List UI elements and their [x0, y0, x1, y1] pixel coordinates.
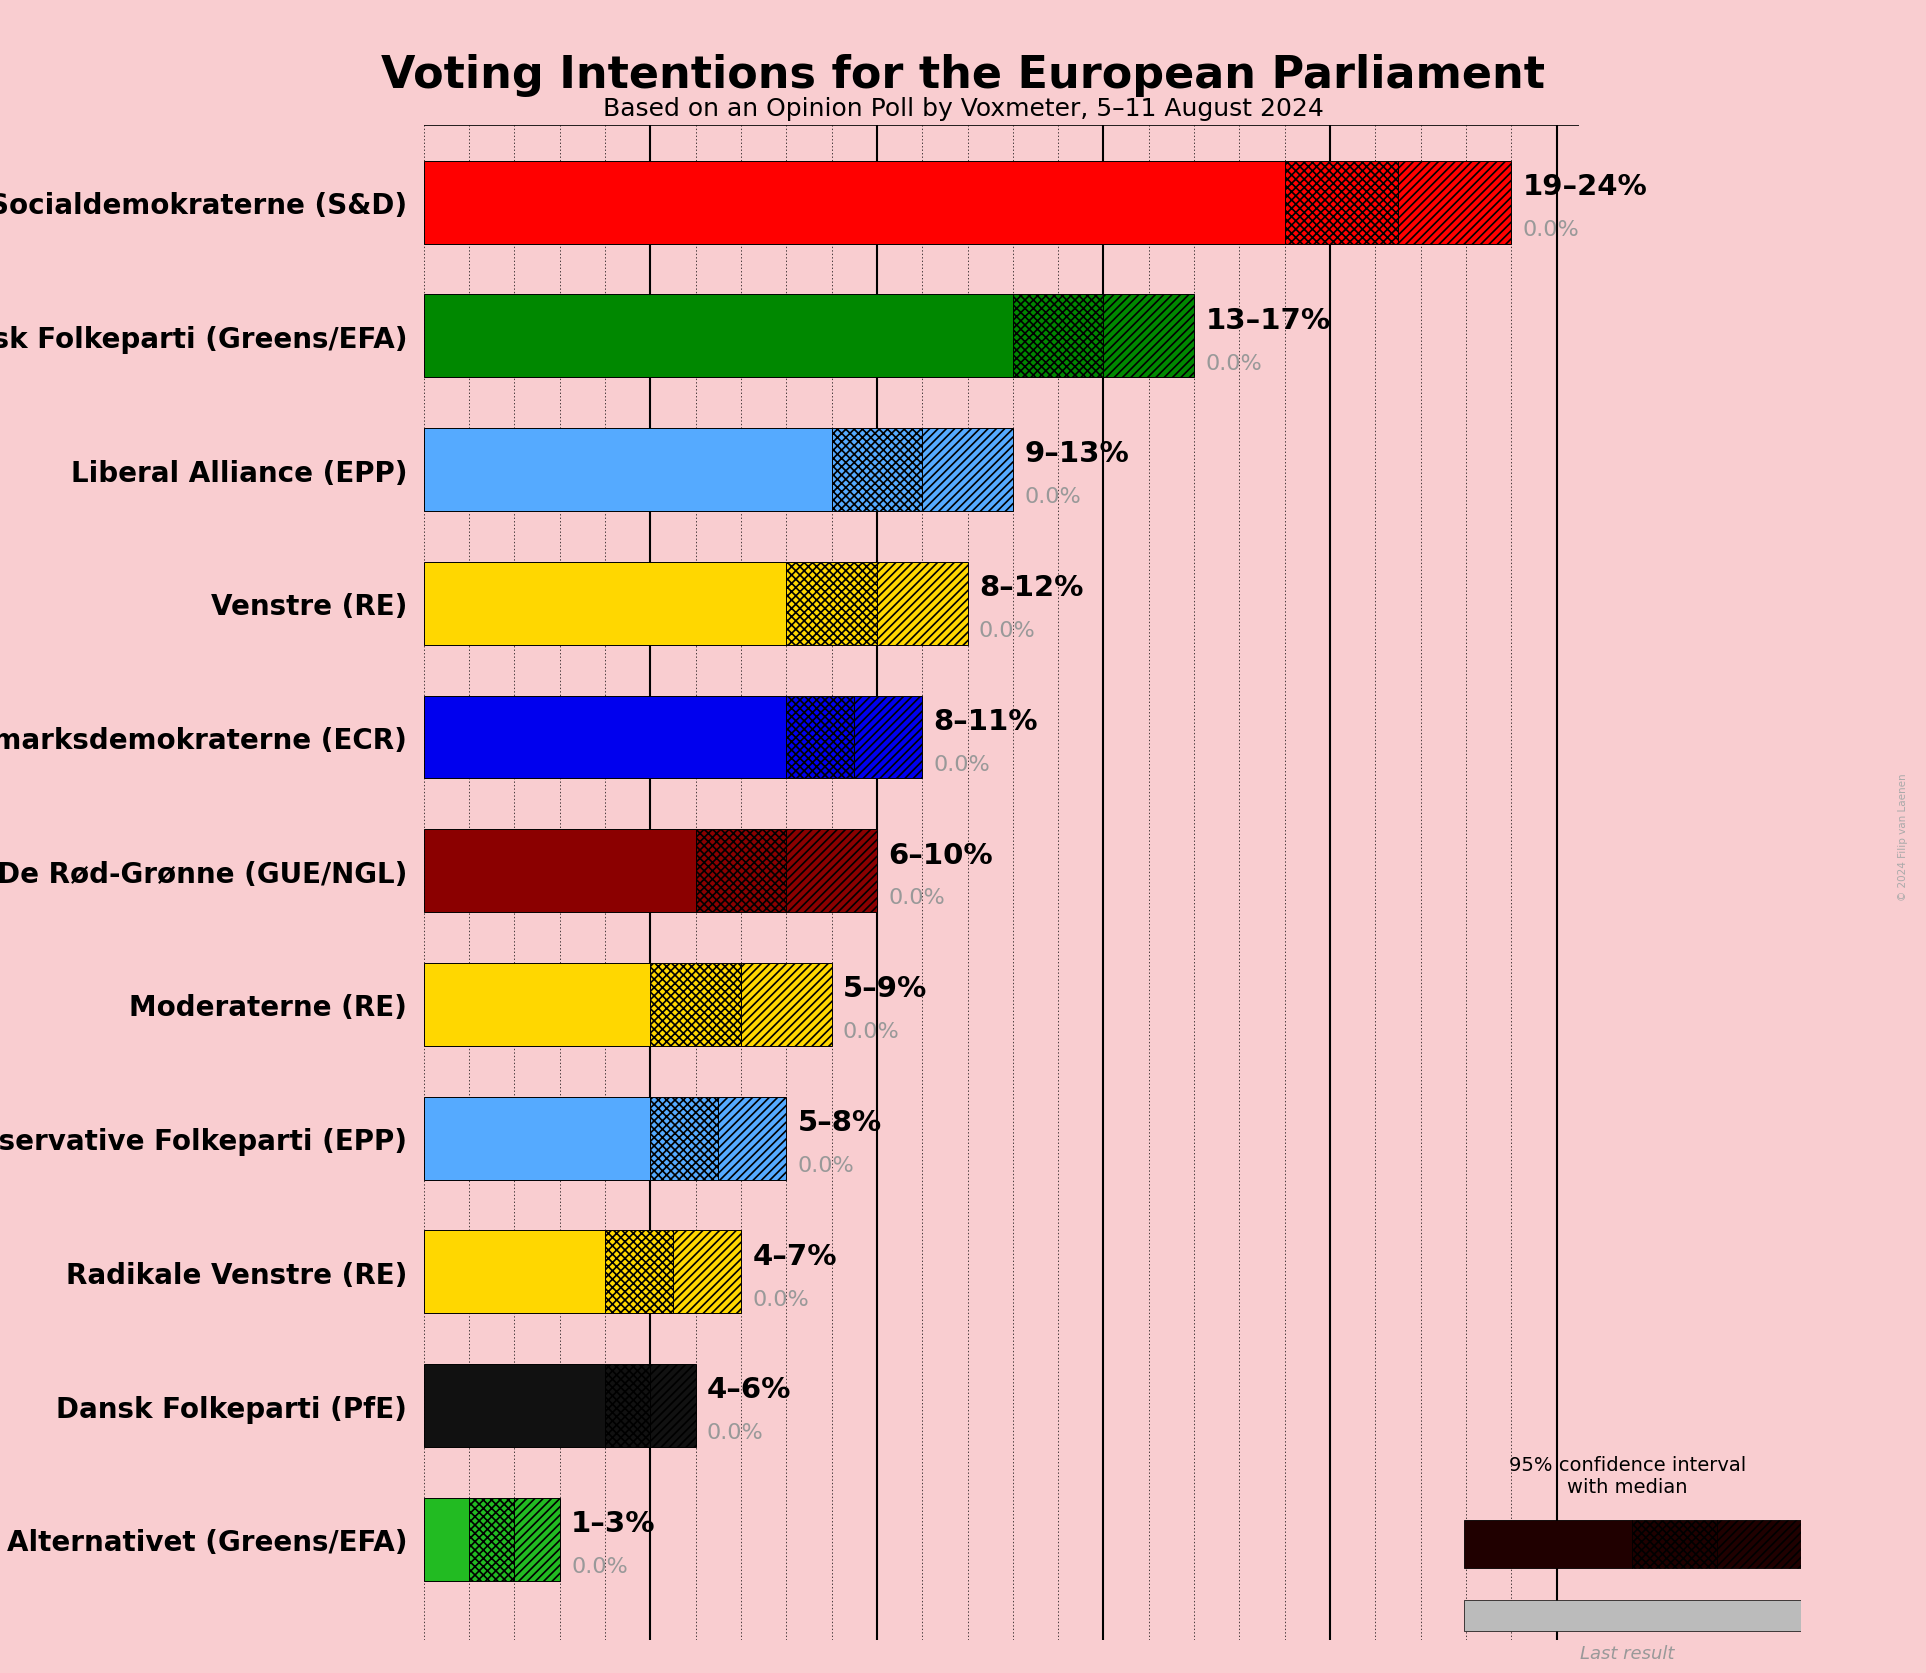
- Bar: [424, 696, 786, 780]
- Text: 0.0%: 0.0%: [888, 888, 946, 908]
- Text: 0.0%: 0.0%: [753, 1288, 809, 1308]
- Bar: [424, 964, 651, 1046]
- Text: 4–7%: 4–7%: [753, 1241, 836, 1270]
- Text: Based on an Opinion Poll by Voxmeter, 5–11 August 2024: Based on an Opinion Poll by Voxmeter, 5–…: [603, 97, 1323, 120]
- Text: 8–12%: 8–12%: [978, 574, 1082, 602]
- Bar: [424, 428, 832, 512]
- Bar: [605, 1363, 651, 1447]
- Bar: [424, 562, 786, 646]
- Text: Voting Intentions for the European Parliament: Voting Intentions for the European Parli…: [381, 54, 1545, 97]
- Bar: [923, 428, 1013, 512]
- Bar: [718, 1097, 786, 1179]
- Bar: [605, 1231, 672, 1313]
- Bar: [424, 1497, 470, 1581]
- Bar: [1398, 162, 1512, 244]
- Text: 0.0%: 0.0%: [1206, 353, 1262, 373]
- Text: 0.0%: 0.0%: [707, 1422, 765, 1442]
- Bar: [695, 830, 786, 912]
- Text: © 2024 Filip van Laenen: © 2024 Filip van Laenen: [1897, 773, 1909, 900]
- Text: 0.0%: 0.0%: [797, 1154, 855, 1174]
- Bar: [470, 1497, 514, 1581]
- Bar: [786, 696, 855, 780]
- Text: 19–24%: 19–24%: [1523, 172, 1647, 201]
- Text: 0.0%: 0.0%: [934, 755, 990, 775]
- Bar: [651, 1097, 718, 1179]
- Bar: [424, 162, 1285, 244]
- Text: 5–9%: 5–9%: [844, 975, 926, 1002]
- Bar: [1104, 294, 1194, 378]
- Text: 0.0%: 0.0%: [844, 1022, 899, 1042]
- Bar: [1716, 1521, 1801, 1568]
- Bar: [514, 1497, 560, 1581]
- Text: 0.0%: 0.0%: [1025, 487, 1080, 507]
- Bar: [651, 1363, 695, 1447]
- Bar: [1013, 294, 1104, 378]
- Bar: [424, 830, 695, 912]
- Bar: [1464, 1521, 1633, 1568]
- Text: 13–17%: 13–17%: [1206, 306, 1331, 335]
- Text: 8–11%: 8–11%: [934, 708, 1038, 736]
- Bar: [876, 562, 967, 646]
- Text: 4–6%: 4–6%: [707, 1375, 792, 1404]
- Text: 0.0%: 0.0%: [570, 1556, 628, 1576]
- Text: 5–8%: 5–8%: [797, 1109, 882, 1136]
- Bar: [1285, 162, 1398, 244]
- Bar: [786, 562, 876, 646]
- Bar: [832, 428, 923, 512]
- Bar: [424, 1231, 605, 1313]
- Bar: [424, 294, 1013, 378]
- Bar: [424, 1097, 651, 1179]
- Text: 1–3%: 1–3%: [570, 1509, 655, 1537]
- Text: 95% confidence interval
with median: 95% confidence interval with median: [1508, 1456, 1747, 1496]
- Bar: [651, 964, 742, 1046]
- Text: 0.0%: 0.0%: [1523, 219, 1579, 239]
- Bar: [855, 696, 923, 780]
- Text: 6–10%: 6–10%: [888, 842, 992, 868]
- Bar: [742, 964, 832, 1046]
- Text: 9–13%: 9–13%: [1025, 440, 1129, 468]
- Bar: [786, 830, 876, 912]
- Bar: [1464, 1599, 1801, 1631]
- Bar: [1633, 1521, 1716, 1568]
- Bar: [672, 1231, 742, 1313]
- Text: 0.0%: 0.0%: [978, 621, 1036, 641]
- Text: Last result: Last result: [1579, 1645, 1676, 1661]
- Bar: [424, 1363, 605, 1447]
